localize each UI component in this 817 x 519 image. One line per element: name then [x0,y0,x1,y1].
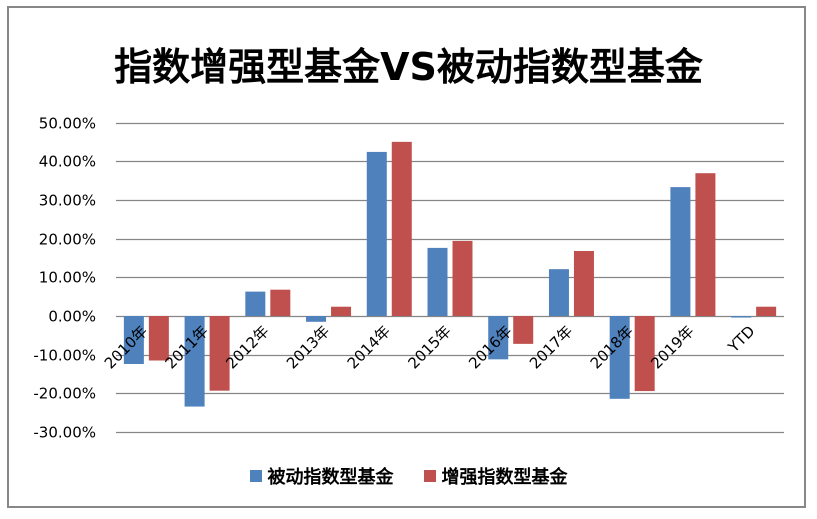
x-tick-label: 2019年 [647,322,697,372]
bar-enhanced [756,306,777,316]
legend-swatch-red [423,470,436,482]
legend-swatch-blue [249,470,262,482]
x-tick-label: YTD [724,322,759,357]
bar-enhanced [331,306,352,316]
bar-enhanced [452,240,473,316]
y-tick-label: -30.00% [33,424,96,442]
bar-passive [548,269,569,316]
x-tick-label: 2013年 [283,322,333,372]
y-tick-label: -10.00% [33,347,96,365]
bar-enhanced [209,316,230,391]
bar-enhanced [513,316,534,344]
legend: 被动指数型基金 增强指数型基金 [0,463,817,489]
y-tick-label: 30.00% [39,192,96,210]
bar-passive [184,316,205,407]
bar-passive [427,247,448,316]
bar-passive [245,291,266,316]
bar-passive [366,151,387,316]
bar-enhanced [148,316,169,361]
y-tick-label: 50.00% [39,115,96,133]
x-tick-label: 2017年 [526,322,576,372]
legend-item-enhanced: 增强指数型基金 [423,463,568,489]
bar-passive [731,316,752,318]
x-tick-label: 2014年 [344,322,394,372]
bar-enhanced [270,289,291,316]
y-tick-label: -20.00% [33,385,96,403]
chart-title: 指数增强型基金VS被动指数型基金 [114,45,703,89]
y-axis-labels: 50.00% 40.00% 30.00% 20.00% 10.00% 0.00% -10.0… [33,115,96,442]
legend-label: 被动指数型基金 [267,467,394,488]
bar-series [123,141,777,407]
bar-enhanced [573,250,594,316]
x-tick-label: 2012年 [222,322,272,372]
legend-label: 增强指数型基金 [441,467,568,488]
bar-passive [670,187,691,316]
bar-passive [609,316,630,399]
y-tick-label: 20.00% [39,231,96,249]
bar-passive [488,316,509,360]
bar-enhanced [695,173,716,316]
bar-passive [306,316,327,322]
y-tick-label: 0.00% [48,308,96,326]
y-tick-label: 40.00% [39,153,96,171]
bar-enhanced [391,141,412,316]
legend-item-passive: 被动指数型基金 [249,463,394,489]
bar-passive [123,316,144,364]
y-tick-label: 10.00% [39,269,96,287]
x-tick-label: 2015年 [404,322,454,372]
bar-enhanced [634,316,655,392]
